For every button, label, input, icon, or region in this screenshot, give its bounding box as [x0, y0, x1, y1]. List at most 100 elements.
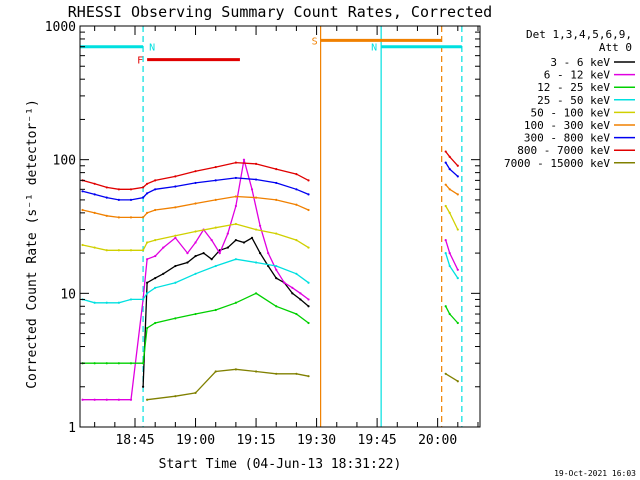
data-point-300-800-kev	[448, 168, 451, 171]
data-point-100-300-kev	[275, 198, 278, 202]
data-point-3-6-kev	[234, 239, 237, 242]
data-point-50-100-kev	[254, 228, 258, 231]
data-point-12-25-kev	[174, 317, 177, 320]
data-point-12-25-kev	[307, 321, 310, 325]
y-axis-label: Corrected Count Rate (s⁻¹ detector⁻¹)	[25, 99, 40, 389]
y-tick-label: 100	[53, 154, 76, 169]
legend-label-6-12-kev: 6 - 12 keV	[544, 69, 611, 82]
data-point-7000-15000-kev	[214, 370, 217, 373]
data-point-50-100-kev	[93, 246, 96, 249]
data-point-12-25-kev	[254, 292, 258, 295]
data-point-3-6-kev	[242, 241, 246, 244]
chart-title: RHESSI Observing Summary Count Rates, Co…	[68, 3, 492, 21]
data-point-6-12-kev	[242, 158, 246, 161]
data-point-800-7000-kev	[174, 175, 177, 178]
data-point-6-12-kev	[162, 246, 165, 249]
data-point-6-12-kev	[129, 398, 133, 401]
data-point-3-6-kev	[174, 264, 177, 268]
data-point-800-7000-kev	[275, 168, 278, 171]
plot-frame	[79, 25, 481, 428]
data-point-6-12-kev	[226, 232, 229, 235]
legend-label-12-25-kev: 12 - 25 keV	[537, 81, 610, 94]
data-point-100-300-kev	[234, 195, 237, 198]
data-point-25-50-kev	[234, 258, 237, 261]
data-point-12-25-kev	[117, 362, 120, 365]
data-point-300-800-kev	[105, 196, 108, 199]
data-point-6-12-kev	[210, 239, 213, 242]
data-point-100-300-kev	[93, 211, 96, 214]
data-point-25-50-kev	[254, 261, 258, 264]
data-point-800-7000-kev	[456, 164, 459, 167]
data-point-25-50-kev	[307, 281, 310, 284]
legend-label-100-300-kev: 100 - 300 keV	[524, 119, 610, 132]
data-point-300-800-kev	[295, 188, 298, 191]
data-point-800-7000-kev	[146, 182, 149, 185]
x-tick-label: 19:30	[297, 433, 336, 448]
data-point-3-6-kev	[275, 277, 278, 280]
data-point-12-25-kev	[234, 301, 237, 304]
data-point-6-12-kev	[105, 398, 108, 401]
data-point-6-12-kev	[448, 251, 451, 255]
data-point-50-100-kev	[81, 243, 84, 247]
data-point-3-6-kev	[194, 254, 197, 258]
data-point-800-7000-kev	[444, 150, 447, 153]
data-point-100-300-kev	[194, 202, 197, 205]
data-point-12-25-kev	[456, 321, 459, 325]
data-point-6-12-kev	[234, 204, 237, 208]
data-point-12-25-kev	[129, 362, 133, 365]
legend-label-300-800-kev: 300 - 800 keV	[524, 132, 610, 145]
data-point-100-300-kev	[456, 193, 459, 196]
data-point-300-800-kev	[117, 198, 120, 202]
data-point-300-800-kev	[456, 175, 459, 178]
data-point-12-25-kev	[295, 312, 298, 316]
data-point-7000-15000-kev	[174, 395, 177, 398]
data-point-6-12-kev	[194, 241, 197, 244]
data-point-3-6-kev	[250, 236, 254, 239]
data-point-6-12-kev	[258, 224, 262, 227]
data-point-25-50-kev	[154, 286, 157, 289]
data-point-25-50-kev	[146, 292, 149, 295]
data-point-6-12-kev	[267, 251, 270, 255]
data-point-300-800-kev	[154, 188, 157, 191]
data-point-50-100-kev	[275, 232, 278, 235]
data-point-25-50-kev	[275, 264, 278, 268]
data-point-300-800-kev	[214, 179, 217, 182]
legend-label-50-100-kev: 50 - 100 keV	[531, 106, 611, 119]
x-tick-label: 19:00	[176, 433, 215, 448]
data-point-800-7000-kev	[117, 188, 120, 191]
data-point-3-6-kev	[202, 251, 205, 255]
data-point-7000-15000-kev	[146, 398, 149, 401]
data-point-100-300-kev	[254, 196, 258, 199]
data-point-6-12-kev	[117, 398, 120, 401]
data-point-3-6-kev	[226, 246, 229, 249]
data-point-100-300-kev	[174, 206, 177, 209]
data-point-3-6-kev	[162, 272, 165, 275]
data-point-50-100-kev	[146, 241, 149, 244]
data-point-300-800-kev	[81, 190, 84, 193]
data-point-100-300-kev	[448, 188, 451, 191]
data-point-50-100-kev	[174, 234, 177, 237]
data-point-25-50-kev	[295, 272, 298, 275]
data-point-6-12-kev	[444, 239, 447, 242]
y-tick-label: 1000	[45, 20, 76, 35]
data-point-3-6-kev	[146, 281, 149, 284]
data-point-7000-15000-kev	[444, 372, 447, 375]
data-point-100-300-kev	[105, 214, 108, 217]
annotation-label-n-0: N	[149, 43, 155, 54]
data-point-800-7000-kev	[448, 155, 451, 158]
data-point-300-800-kev	[129, 198, 133, 202]
data-point-6-12-kev	[146, 258, 149, 261]
data-point-7000-15000-kev	[234, 368, 237, 371]
data-point-800-7000-kev	[129, 188, 133, 191]
data-point-7000-15000-kev	[254, 370, 258, 373]
data-point-800-7000-kev	[234, 161, 237, 164]
data-point-800-7000-kev	[141, 186, 145, 189]
data-point-100-300-kev	[117, 216, 120, 219]
data-point-12-25-kev	[444, 305, 447, 308]
data-point-12-25-kev	[93, 362, 96, 365]
data-point-50-100-kev	[117, 249, 120, 252]
data-point-800-7000-kev	[307, 179, 310, 182]
data-point-50-100-kev	[307, 246, 310, 249]
data-point-6-12-kev	[299, 292, 302, 295]
